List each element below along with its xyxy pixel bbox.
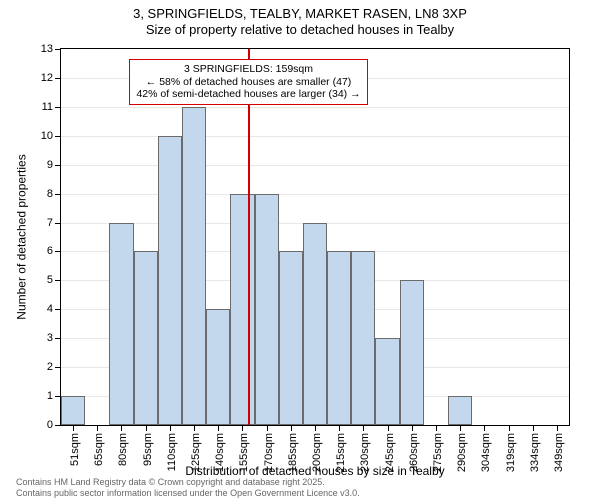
histogram-bar <box>279 251 303 425</box>
histogram-bar <box>400 280 424 425</box>
x-tick <box>315 425 316 431</box>
x-tick <box>339 425 340 431</box>
gridline <box>61 136 569 137</box>
histogram-bar <box>448 396 472 425</box>
x-tick <box>170 425 171 431</box>
histogram-bar <box>255 194 279 425</box>
y-tick <box>55 338 61 339</box>
y-tick-label: 3 <box>47 332 53 344</box>
x-tick <box>242 425 243 431</box>
y-tick <box>55 425 61 426</box>
y-tick-label: 4 <box>47 303 53 315</box>
y-tick <box>55 367 61 368</box>
chart-container: 3, SPRINGFIELDS, TEALBY, MARKET RASEN, L… <box>0 0 600 500</box>
histogram-bar <box>230 194 254 425</box>
x-tick <box>460 425 461 431</box>
x-tick <box>97 425 98 431</box>
y-tick-label: 2 <box>47 361 53 373</box>
y-tick-label: 5 <box>47 274 53 286</box>
footer-line1: Contains HM Land Registry data © Crown c… <box>16 477 360 487</box>
gridline <box>61 194 569 195</box>
marker-box-line2: ← 58% of detached houses are smaller (47… <box>136 76 360 89</box>
histogram-bar <box>134 251 158 425</box>
y-tick-label: 1 <box>47 390 53 402</box>
x-tick <box>363 425 364 431</box>
y-tick <box>55 107 61 108</box>
x-tick <box>267 425 268 431</box>
y-tick <box>55 223 61 224</box>
histogram-bar <box>182 107 206 425</box>
y-tick-label: 10 <box>41 130 53 142</box>
y-tick-label: 12 <box>41 72 53 84</box>
x-tick <box>412 425 413 431</box>
y-tick-label: 0 <box>47 419 53 431</box>
footer-attribution: Contains HM Land Registry data © Crown c… <box>16 477 360 498</box>
x-tick <box>194 425 195 431</box>
y-tick-label: 8 <box>47 188 53 200</box>
x-tick <box>533 425 534 431</box>
y-tick <box>55 136 61 137</box>
y-tick-label: 7 <box>47 217 53 229</box>
x-tick <box>484 425 485 431</box>
x-tick-label: 65sqm <box>93 433 105 466</box>
x-tick-label: 95sqm <box>142 433 154 466</box>
histogram-bar <box>351 251 375 425</box>
y-tick-label: 13 <box>41 43 53 55</box>
plot-area: 01234567891011121351sqm65sqm80sqm95sqm11… <box>60 48 570 426</box>
x-tick <box>146 425 147 431</box>
x-tick-label: 80sqm <box>117 433 129 466</box>
histogram-bar <box>206 309 230 425</box>
y-axis-label: Number of detached properties <box>14 48 30 426</box>
y-tick-label: 11 <box>42 101 53 113</box>
marker-line <box>248 49 250 425</box>
x-tick <box>291 425 292 431</box>
y-tick <box>55 280 61 281</box>
y-tick <box>55 49 61 50</box>
marker-box-line1: 3 SPRINGFIELDS: 159sqm <box>136 63 360 76</box>
y-tick-label: 9 <box>47 159 53 171</box>
x-tick <box>218 425 219 431</box>
x-tick-label: 51sqm <box>69 433 81 466</box>
y-tick <box>55 194 61 195</box>
y-tick <box>55 251 61 252</box>
title-block: 3, SPRINGFIELDS, TEALBY, MARKET RASEN, L… <box>0 6 600 37</box>
y-tick-label: 6 <box>47 245 53 257</box>
y-tick <box>55 165 61 166</box>
marker-annotation-box: 3 SPRINGFIELDS: 159sqm← 58% of detached … <box>129 59 367 105</box>
x-tick <box>557 425 558 431</box>
marker-box-line3: 42% of semi-detached houses are larger (… <box>136 88 360 101</box>
gridline <box>61 107 569 108</box>
gridline <box>61 165 569 166</box>
footer-line2: Contains public sector information licen… <box>16 488 360 498</box>
histogram-bar <box>158 136 182 425</box>
histogram-bar <box>375 338 399 425</box>
x-tick <box>73 425 74 431</box>
histogram-bar <box>61 396 85 425</box>
y-tick <box>55 78 61 79</box>
histogram-bar <box>327 251 351 425</box>
histogram-bar <box>303 223 327 425</box>
x-tick <box>121 425 122 431</box>
histogram-bar <box>109 223 133 425</box>
title-line2: Size of property relative to detached ho… <box>0 22 600 37</box>
x-axis-label: Distribution of detached houses by size … <box>60 464 570 478</box>
y-tick <box>55 309 61 310</box>
title-line1: 3, SPRINGFIELDS, TEALBY, MARKET RASEN, L… <box>0 6 600 21</box>
x-tick <box>509 425 510 431</box>
x-tick <box>388 425 389 431</box>
x-tick <box>436 425 437 431</box>
